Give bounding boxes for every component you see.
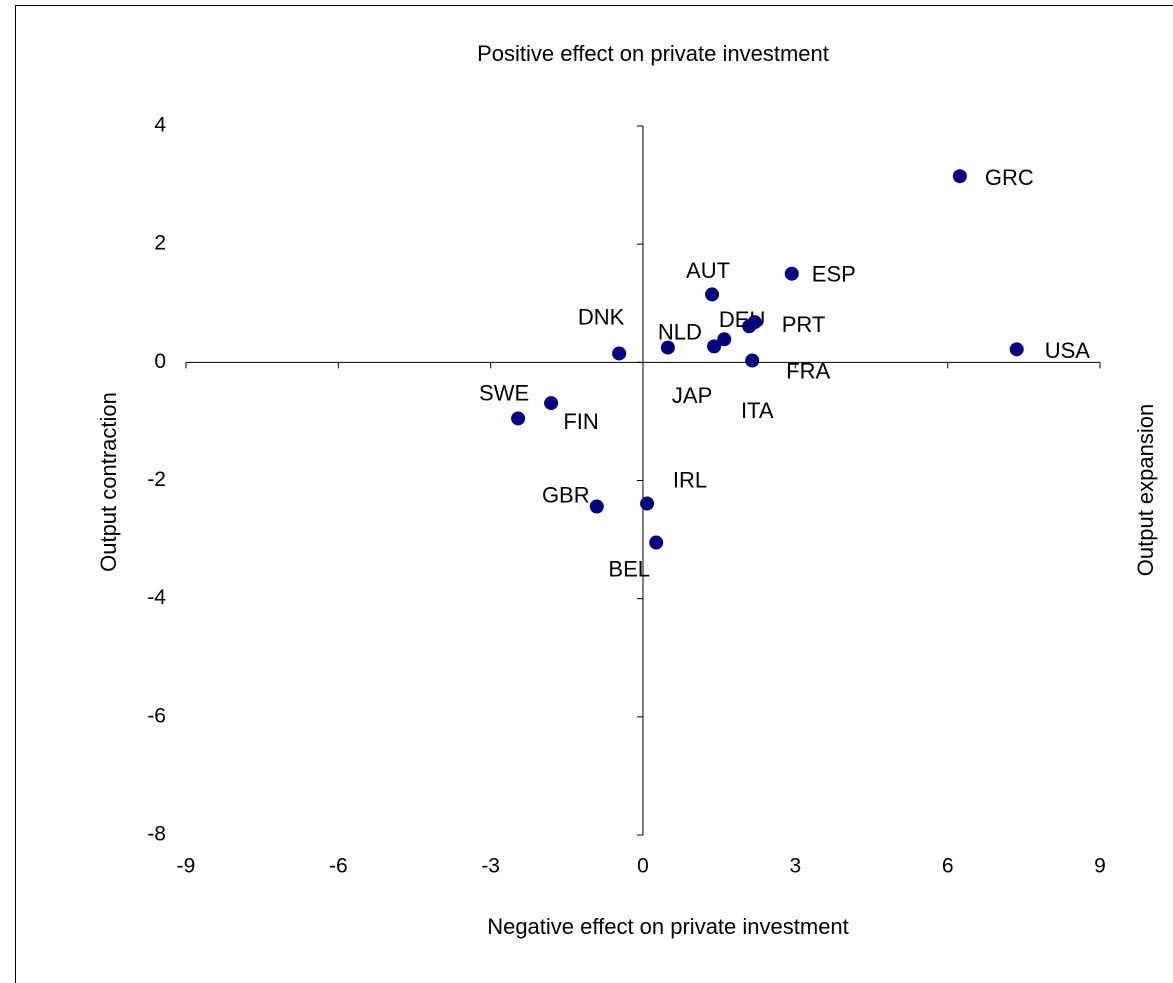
point-label: FRA: [786, 358, 830, 383]
point-label: SWE: [479, 380, 529, 405]
y-axis-label: Output contraction: [96, 392, 121, 572]
point-label: USA: [1045, 338, 1091, 363]
x-tick-label: 6: [942, 855, 954, 878]
chart-title: Positive effect on private investment: [477, 41, 829, 66]
point-label: GBR: [542, 482, 590, 507]
point-label: GRC: [985, 165, 1034, 190]
frame: [15, 5, 1173, 983]
point-label: ESP: [812, 262, 856, 287]
point: [649, 535, 664, 550]
point-label: JAP: [672, 383, 712, 408]
x-tick-label: -9: [177, 855, 196, 878]
y-tick-label: 0: [154, 350, 166, 373]
point-label: DNK: [578, 304, 625, 329]
point: [784, 266, 799, 281]
point: [589, 499, 604, 514]
y-tick-label: 4: [154, 114, 166, 137]
point: [640, 496, 655, 511]
point-label: FIN: [563, 409, 598, 434]
point: [511, 411, 526, 426]
x-tick-label: 0: [637, 855, 649, 878]
y-tick-label: -6: [147, 704, 166, 727]
y-tick-label: -8: [147, 823, 166, 846]
point-label: NLD: [658, 319, 702, 344]
point: [952, 169, 967, 184]
point: [544, 396, 559, 411]
point: [747, 315, 762, 330]
point: [717, 332, 732, 347]
point-label: IRL: [673, 467, 707, 492]
point: [612, 346, 627, 361]
point: [660, 340, 675, 355]
point: [745, 353, 760, 368]
point: [705, 287, 720, 302]
x-tick-label: 9: [1094, 855, 1106, 878]
x-tick-label: 3: [789, 855, 801, 878]
y-tick-label: -4: [147, 586, 166, 609]
x-axis-label: Negative effect on private investment: [487, 914, 849, 939]
y-tick-label: -2: [147, 468, 166, 491]
point-label: PRT: [782, 312, 826, 337]
y2-axis-label: Output expansion: [1133, 404, 1158, 576]
point: [707, 339, 722, 354]
y-tick-label: 2: [154, 232, 166, 255]
point-label: AUT: [686, 258, 730, 283]
x-tick-label: -3: [481, 855, 500, 878]
point-label: ITA: [741, 398, 774, 423]
x-tick-label: -6: [329, 855, 348, 878]
point-label: BEL: [608, 556, 650, 581]
point: [1009, 342, 1024, 357]
